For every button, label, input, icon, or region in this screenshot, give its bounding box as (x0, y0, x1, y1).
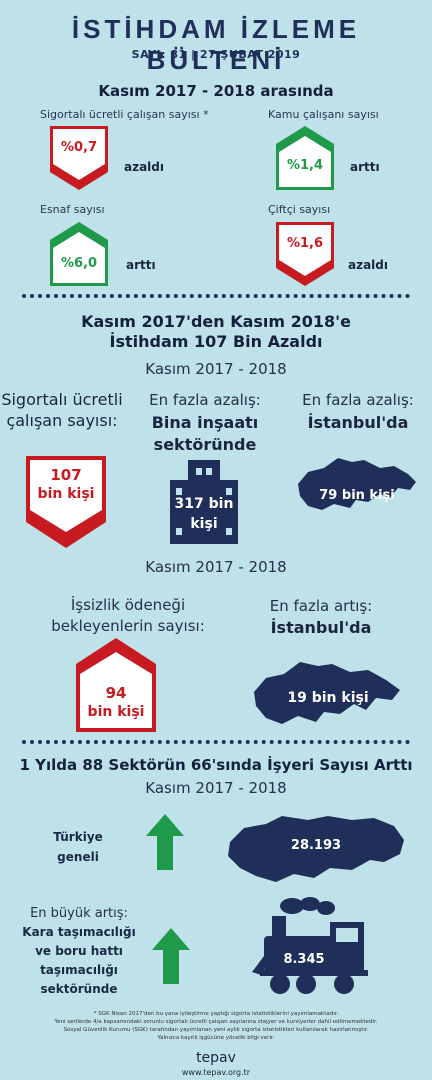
transport-label-line4: taşımacılığı (40, 963, 118, 977)
stat-label-insured: Sigortalı ücretli çalışan sayısı * (40, 108, 209, 121)
construction-value-line2: kişi (190, 516, 218, 532)
transport-label-line1: En büyük artış: (30, 906, 128, 921)
transport-label-line3: ve boru hattı (35, 944, 123, 958)
istanbul-increase-label-line2: İstanbul'da (270, 618, 372, 637)
turkey-map-icon (228, 816, 404, 882)
istanbul-label-line1: En fazla azalış: (302, 391, 414, 409)
insured-value-line1: 107 (50, 466, 82, 484)
down-arrow-badge (26, 456, 106, 548)
construction-label-line1: En fazla azalış: (149, 391, 261, 409)
section-divider (22, 740, 410, 744)
section2-period: Kasım 2017 - 2018 (145, 360, 287, 378)
insured-label-line2: çalışan sayısı: (6, 411, 118, 430)
up-arrow-badge (50, 222, 108, 286)
construction-label-line3: sektöründe (153, 435, 257, 454)
section-divider (22, 294, 410, 298)
section4-heading: 1 Yılda 88 Sektörün 66'sında İşyeri Sayı… (19, 756, 413, 774)
up-arrow-icon (146, 814, 184, 870)
down-arrow-badge (276, 222, 334, 286)
footnote-line4: Yalnızca kayıtlı işgücüne yönelik bilgi … (157, 1035, 275, 1041)
turkey-label-line1: Türkiye (53, 830, 103, 844)
section3-period: Kasım 2017 - 2018 (145, 558, 287, 576)
transport-value: 8.345 (283, 952, 325, 967)
up-arrow-icon (152, 928, 190, 984)
stat-value-insured: %0,7 (60, 140, 98, 155)
section2-heading-line2: İstihdam 107 Bin Azaldı (109, 332, 323, 351)
footnote-line2: Yeni serilerde 4/a kapsamındaki zorunlu … (54, 1019, 378, 1025)
istanbul-map-icon (254, 662, 400, 724)
building-icon (170, 460, 238, 544)
footnote-line3: Sosyal Güvenlik Kurumu (SGK) tarafından … (63, 1027, 369, 1033)
page-title: İSTİHDAM İZLEME BÜLTENİ (71, 14, 361, 75)
stat-label-artisan: Esnaf sayısı (40, 203, 105, 216)
down-arrow-badge (50, 126, 108, 190)
footnote: * SGK Nisan 2017'den bu yana iyileştirme… (30, 1010, 402, 1042)
stat-label-farmer: Çiftçi sayısı (268, 203, 331, 216)
insured-value-line2: bin kişi (37, 486, 95, 502)
istanbul-decrease-value: 79 bin kişi (319, 488, 395, 503)
istanbul-map-icon (298, 458, 416, 510)
istanbul-label-line2: İstanbul'da (307, 413, 409, 432)
issue-subtitle: SAYI: 81 | 27 ŞUBAT 2019 (131, 48, 301, 61)
stat-value-artisan: %6,0 (60, 256, 98, 271)
stat-value-public: %1,4 (286, 158, 324, 173)
turkey-label-line2: geneli (57, 850, 99, 864)
train-icon (252, 897, 368, 994)
stat-label-public: Kamu çalışanı sayısı (268, 108, 379, 121)
footnote-line1: * SGK Nisan 2017'den bu yana iyileştirme… (93, 1011, 339, 1017)
istanbul-increase-value: 19 bin kişi (287, 690, 369, 706)
section4-period: Kasım 2017 - 2018 (145, 779, 287, 797)
stat-change-public: arttı (350, 160, 380, 174)
unemployment-label-line2: bekleyenlerin sayısı: (51, 617, 205, 635)
up-arrow-badge (276, 126, 334, 190)
up-arrow-badge (76, 638, 156, 732)
section2-heading-line1: Kasım 2017'den Kasım 2018'e (81, 312, 351, 331)
unemployment-value-line2: bin kişi (87, 704, 145, 720)
construction-label-line2: Bina inşaatı (151, 413, 259, 432)
brand-logo: tepav (196, 1050, 236, 1066)
construction-value-line1: 317 bin (174, 496, 234, 512)
unemployment-label-line1: İşsizlik ödeneği (70, 596, 186, 614)
stat-change-farmer: azaldı (348, 258, 388, 272)
website-link[interactable]: www.tepav.org.tr (181, 1068, 251, 1077)
stat-value-farmer: %1,6 (286, 236, 324, 251)
unemployment-value-line1: 94 (105, 684, 127, 702)
transport-label-line2: Kara taşımacılığı (22, 925, 136, 939)
insured-label-line1: Sigortalı ücretli (1, 390, 123, 409)
turkey-value: 28.193 (290, 838, 342, 853)
stat-change-insured: azaldı (124, 160, 164, 174)
istanbul-increase-label-line1: En fazla artış: (269, 597, 373, 615)
stat-change-artisan: arttı (126, 258, 156, 272)
section1-heading: Kasım 2017 - 2018 arasında (98, 82, 334, 100)
transport-label-line5: sektöründe (40, 982, 118, 996)
